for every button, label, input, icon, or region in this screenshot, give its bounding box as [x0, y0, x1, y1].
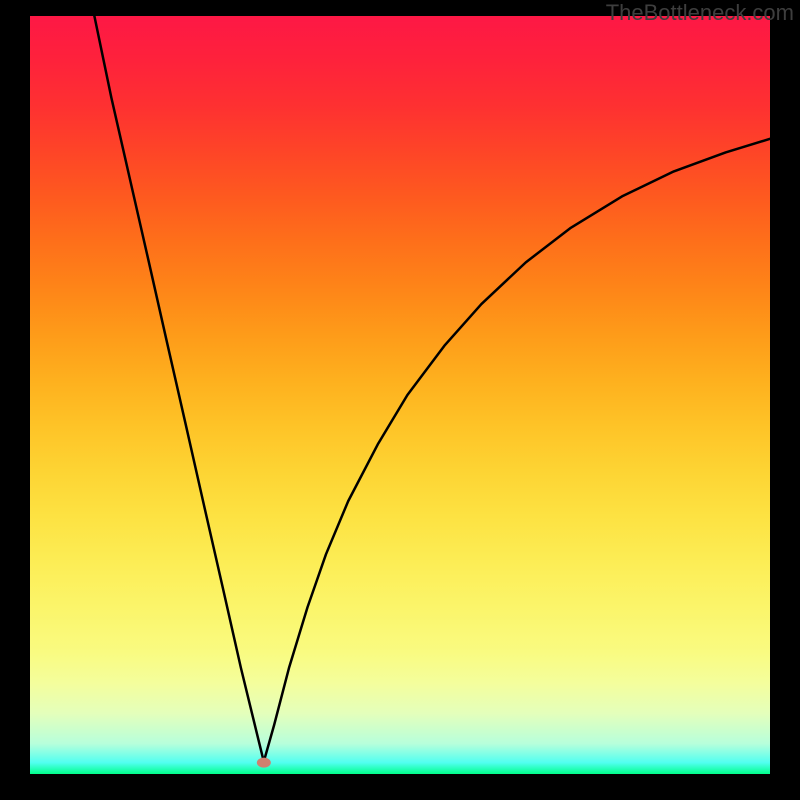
watermark-text: TheBottleneck.com: [606, 0, 794, 26]
optimum-marker: [257, 758, 271, 768]
plot-area: [30, 16, 770, 774]
bottleneck-curve: [94, 16, 770, 759]
curve-layer: [30, 16, 770, 774]
chart-frame: TheBottleneck.com: [0, 0, 800, 800]
